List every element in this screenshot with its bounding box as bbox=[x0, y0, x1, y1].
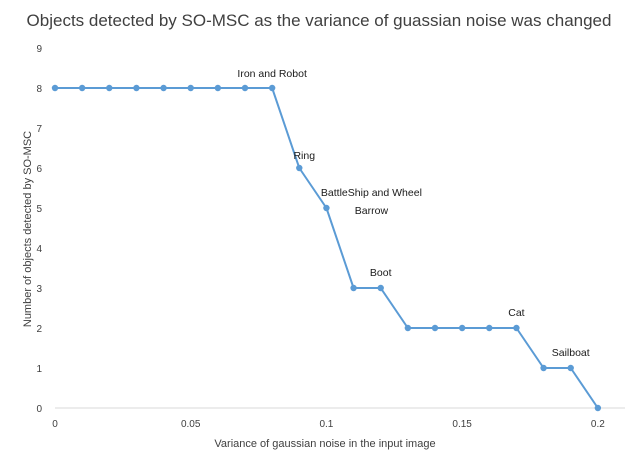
data-point bbox=[78, 84, 86, 92]
x-axis-label: Variance of gaussian noise in the input … bbox=[214, 438, 435, 450]
annotation-label: Ring bbox=[293, 150, 315, 162]
data-point bbox=[214, 84, 222, 92]
data-point bbox=[377, 284, 384, 292]
data-point bbox=[51, 84, 59, 92]
data-point bbox=[268, 84, 276, 92]
data-point bbox=[404, 324, 412, 332]
y-tick-label: 9 bbox=[36, 44, 42, 55]
series-layer bbox=[51, 84, 602, 412]
data-point bbox=[241, 84, 249, 92]
chart-title: Objects detected by SO-MSC as the varian… bbox=[27, 11, 612, 30]
data-point bbox=[296, 164, 303, 172]
data-point bbox=[486, 324, 493, 332]
annotation-label: Cat bbox=[508, 307, 524, 319]
data-point bbox=[187, 84, 194, 92]
annotation-label: Boot bbox=[370, 267, 392, 279]
data-point bbox=[567, 364, 574, 372]
data-point bbox=[160, 84, 167, 92]
data-point bbox=[106, 84, 113, 92]
data-point bbox=[350, 284, 357, 292]
y-axis-label: Number of objects detected by SO-MSC bbox=[22, 131, 34, 327]
data-point bbox=[458, 324, 466, 332]
data-point bbox=[513, 324, 520, 332]
annotation-label: Iron and Robot bbox=[237, 68, 307, 80]
y-tick-label: 0 bbox=[36, 404, 42, 415]
data-point bbox=[431, 324, 439, 332]
annotation-label: BattleShip and Wheel Barrow bbox=[321, 187, 422, 217]
x-tick-label: 0 bbox=[52, 419, 58, 430]
y-tick-label: 4 bbox=[36, 244, 42, 255]
data-point bbox=[594, 404, 602, 412]
y-axis-ticks: 0 1 2 3 4 5 6 7 8 9 bbox=[36, 44, 42, 415]
y-tick-label: 1 bbox=[36, 364, 42, 375]
y-tick-label: 6 bbox=[36, 164, 42, 175]
x-tick-label: 0.05 bbox=[181, 419, 201, 430]
x-axis-ticks: 0 0.05 0.1 0.15 0.2 bbox=[52, 419, 605, 430]
data-point bbox=[323, 204, 330, 212]
annotation-label: Sailboat bbox=[552, 347, 590, 359]
series-line bbox=[55, 87, 599, 409]
data-point bbox=[133, 84, 140, 92]
y-tick-label: 8 bbox=[36, 84, 42, 95]
y-tick-label: 5 bbox=[36, 204, 42, 215]
y-tick-label: 7 bbox=[36, 124, 42, 135]
data-point bbox=[540, 364, 547, 372]
y-tick-label: 2 bbox=[36, 324, 42, 335]
x-tick-label: 0.1 bbox=[319, 419, 333, 430]
x-tick-label: 0.2 bbox=[591, 419, 605, 430]
annotation-layer: Iron and Robot Ring BattleShip and Wheel Ba… bbox=[237, 68, 589, 359]
x-tick-label: 0.15 bbox=[452, 419, 472, 430]
y-tick-label: 3 bbox=[36, 284, 42, 295]
